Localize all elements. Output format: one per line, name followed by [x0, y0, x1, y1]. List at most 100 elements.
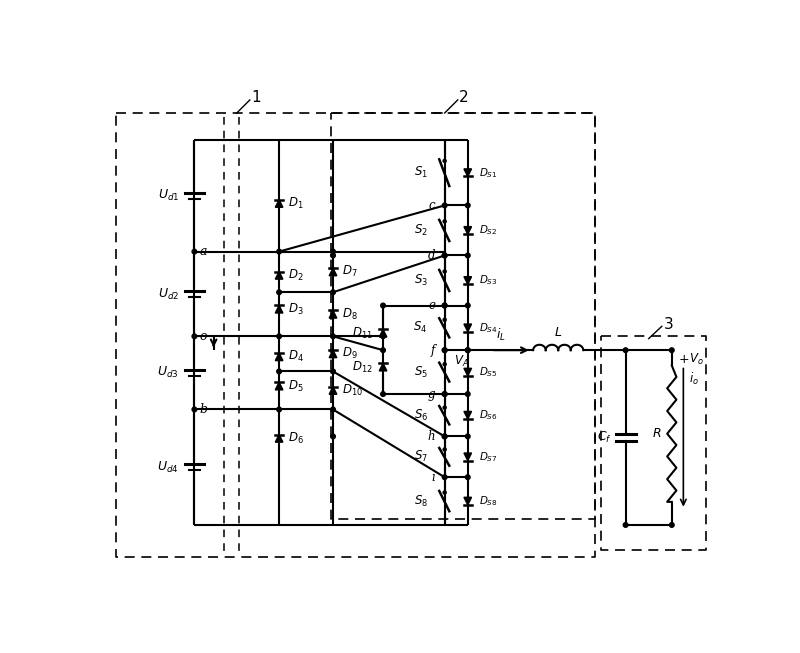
Text: $U_{d3}$: $U_{d3}$	[158, 365, 179, 381]
Text: $D_{S3}$: $D_{S3}$	[478, 274, 497, 287]
Circle shape	[443, 491, 446, 494]
Text: $V_o$: $V_o$	[689, 352, 703, 367]
Circle shape	[443, 362, 446, 366]
Circle shape	[192, 334, 197, 339]
Text: c: c	[429, 199, 435, 212]
Polygon shape	[464, 277, 471, 284]
Text: b: b	[200, 403, 208, 416]
Circle shape	[670, 522, 674, 527]
Text: $D_{11}$: $D_{11}$	[351, 326, 372, 341]
Text: $+$: $+$	[678, 353, 690, 366]
Circle shape	[381, 348, 386, 353]
Circle shape	[443, 448, 446, 451]
Polygon shape	[275, 200, 283, 207]
Text: $S_2$: $S_2$	[414, 223, 428, 238]
Polygon shape	[329, 268, 337, 276]
Text: $S_3$: $S_3$	[414, 273, 428, 288]
Text: $D_{S2}$: $D_{S2}$	[478, 223, 497, 237]
Circle shape	[623, 348, 628, 353]
Text: o: o	[200, 330, 207, 343]
Circle shape	[277, 249, 282, 254]
Text: $D_{10}$: $D_{10}$	[342, 383, 363, 398]
Circle shape	[381, 303, 386, 308]
Text: $i_L$: $i_L$	[495, 327, 506, 343]
Circle shape	[277, 369, 282, 374]
Text: g: g	[428, 388, 435, 400]
Circle shape	[443, 318, 446, 321]
Text: i: i	[432, 471, 435, 484]
Text: f: f	[431, 343, 435, 357]
Circle shape	[442, 392, 447, 396]
Text: $D_3$: $D_3$	[288, 302, 304, 317]
Text: $U_{d4}$: $U_{d4}$	[158, 460, 179, 475]
Text: $S_8$: $S_8$	[414, 494, 428, 509]
Circle shape	[442, 434, 447, 439]
Circle shape	[466, 253, 470, 258]
Circle shape	[466, 475, 470, 479]
Text: $C_f$: $C_f$	[597, 430, 612, 445]
Polygon shape	[329, 310, 337, 318]
Text: $D_{S7}$: $D_{S7}$	[478, 450, 497, 464]
Circle shape	[443, 220, 446, 223]
Text: e: e	[429, 299, 435, 312]
Text: $R$: $R$	[651, 427, 661, 440]
Circle shape	[442, 348, 447, 353]
Circle shape	[442, 348, 447, 353]
Circle shape	[277, 334, 282, 339]
Circle shape	[277, 407, 282, 412]
Circle shape	[381, 392, 386, 396]
Circle shape	[442, 392, 447, 396]
Polygon shape	[464, 498, 471, 505]
Text: a: a	[200, 245, 207, 258]
Polygon shape	[275, 272, 283, 279]
Circle shape	[443, 270, 446, 273]
Text: $i_o$: $i_o$	[689, 372, 698, 387]
Polygon shape	[329, 387, 337, 394]
Text: $D_1$: $D_1$	[288, 196, 304, 211]
Text: 3: 3	[663, 317, 673, 332]
Circle shape	[466, 392, 470, 396]
Polygon shape	[275, 353, 283, 360]
Text: h: h	[428, 430, 435, 443]
Polygon shape	[275, 382, 283, 390]
Text: $D_5$: $D_5$	[288, 379, 304, 394]
Circle shape	[330, 253, 335, 258]
Circle shape	[670, 348, 674, 353]
Text: $U_{d1}$: $U_{d1}$	[158, 188, 179, 203]
Text: $S_6$: $S_6$	[414, 407, 428, 422]
Text: d: d	[428, 249, 435, 262]
Polygon shape	[379, 363, 387, 371]
Text: $D_7$: $D_7$	[342, 264, 358, 279]
Text: $D_2$: $D_2$	[288, 268, 304, 283]
Text: 1: 1	[251, 90, 261, 105]
Circle shape	[442, 203, 447, 208]
Polygon shape	[275, 306, 283, 313]
Text: $S_5$: $S_5$	[414, 364, 428, 379]
Text: $D_{S5}$: $D_{S5}$	[478, 365, 497, 379]
Circle shape	[330, 407, 335, 412]
Circle shape	[442, 253, 447, 258]
Text: 2: 2	[459, 90, 469, 105]
Polygon shape	[275, 434, 283, 442]
Text: $D_{S6}$: $D_{S6}$	[478, 408, 498, 422]
Text: $V_A$: $V_A$	[454, 354, 469, 369]
Circle shape	[443, 406, 446, 409]
Polygon shape	[329, 350, 337, 358]
Text: $D_{12}$: $D_{12}$	[351, 360, 372, 375]
Polygon shape	[464, 368, 471, 376]
Circle shape	[466, 434, 470, 439]
Text: $S_7$: $S_7$	[414, 449, 428, 464]
Text: $D_{S8}$: $D_{S8}$	[478, 494, 498, 508]
Circle shape	[443, 159, 446, 163]
Text: $U_{d2}$: $U_{d2}$	[158, 287, 179, 302]
Circle shape	[466, 203, 470, 208]
Circle shape	[466, 348, 470, 353]
Circle shape	[442, 475, 447, 479]
Text: $S_4$: $S_4$	[414, 320, 428, 336]
Circle shape	[192, 249, 197, 254]
Circle shape	[330, 434, 335, 439]
Circle shape	[442, 434, 447, 439]
Text: $D_6$: $D_6$	[288, 431, 304, 446]
Circle shape	[442, 303, 447, 308]
Circle shape	[192, 407, 197, 412]
